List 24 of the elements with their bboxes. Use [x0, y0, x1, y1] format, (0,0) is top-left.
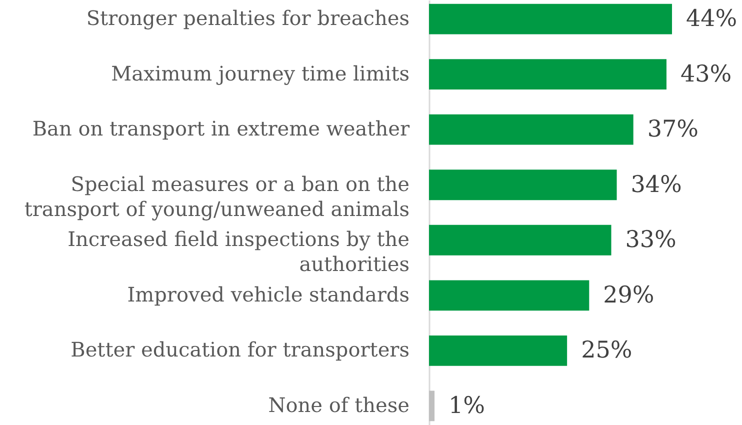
bar: [429, 59, 666, 90]
y-tick-label: None of these: [268, 392, 410, 417]
bar: [429, 390, 435, 422]
y-tick-label: Special measures or a ban on the transport of young/unweaned animals: [24, 172, 410, 221]
bar: [429, 4, 672, 34]
bar: [429, 335, 568, 366]
data-label: 44%: [686, 6, 738, 32]
y-tick-label: Ban on transport in extreme weather: [32, 116, 410, 141]
y-tick-label: Better education for transporters: [70, 338, 410, 362]
y-tick-label: Stronger penalties for breaches: [86, 6, 410, 30]
bar: [429, 280, 590, 311]
bar: [429, 114, 634, 145]
y-tick-label: Increased field inspections by the authorities: [68, 227, 410, 276]
data-label: 43%: [680, 61, 732, 88]
data-label: 25%: [581, 338, 632, 364]
y-tick-label: Maximum journey time limits: [111, 61, 410, 86]
data-label: 1%: [448, 392, 486, 419]
bar: [429, 224, 612, 256]
y-tick-label: Improved vehicle standards: [127, 282, 410, 306]
bar: [429, 170, 617, 200]
data-label: 34%: [630, 172, 682, 198]
data-label: 37%: [647, 116, 698, 143]
data-label: 33%: [625, 227, 676, 254]
data-label: 29%: [603, 282, 654, 308]
